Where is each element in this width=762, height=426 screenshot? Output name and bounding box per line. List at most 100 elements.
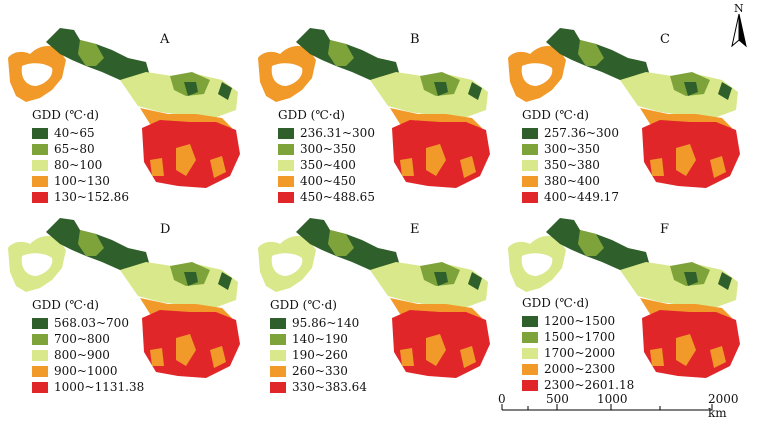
legend-swatch <box>522 191 538 203</box>
legend-swatch <box>278 191 294 203</box>
map-panel-e: E GDD (℃·d) 95.86~140 140~190 190~260 260~330… <box>250 200 500 400</box>
legend-item: 330~383.64 <box>270 379 367 395</box>
legend-item: 257.36~300 <box>522 125 619 141</box>
legend-class-label: 568.03~700 <box>54 316 129 330</box>
legend-item: 450~488.65 <box>278 189 375 205</box>
legend-item: 130~152.86 <box>32 189 129 205</box>
legend-swatch <box>270 349 286 361</box>
scale-tick-0: 0 <box>498 392 506 406</box>
legend-item: 400~449.17 <box>522 189 619 205</box>
legend-item: 1200~1500 <box>522 313 634 329</box>
legend-swatch <box>522 379 538 391</box>
region-map <box>8 218 240 378</box>
legend-item: 900~1000 <box>32 363 144 379</box>
legend-item: 190~260 <box>270 347 367 363</box>
legend-class-label: 1500~1700 <box>544 330 616 344</box>
legend-class-label: 95.86~140 <box>292 316 360 330</box>
legend-class-label: 350~380 <box>544 158 600 172</box>
legend-class-label: 330~383.64 <box>292 380 367 394</box>
legend-class-label: 80~100 <box>54 158 103 172</box>
legend-item: 236.31~300 <box>278 125 375 141</box>
legend-item: 95.86~140 <box>270 315 367 331</box>
legend-class-label: 350~400 <box>300 158 356 172</box>
legend-item: 700~800 <box>32 331 144 347</box>
legend-title: GDD (℃·d) <box>270 298 337 312</box>
legend-swatch <box>522 127 538 139</box>
legend-swatch <box>32 381 48 393</box>
legend: GDD (℃·d) 568.03~700 700~800 800~900 900~100… <box>32 298 144 395</box>
north-arrow-icon <box>731 13 747 48</box>
scale-tick-2000: 2000 km <box>708 392 739 420</box>
legend-class-label: 400~450 <box>300 174 356 188</box>
legend-swatch <box>32 127 48 139</box>
legend-title: GDD (℃·d) <box>522 296 589 310</box>
legend-swatch <box>32 159 48 171</box>
panel-label: A <box>160 32 170 47</box>
north-label: N <box>734 2 744 15</box>
legend-swatch <box>32 317 48 329</box>
legend-item: 40~65 <box>32 125 129 141</box>
legend-class-label: 1000~1131.38 <box>54 380 145 394</box>
legend-title: GDD (℃·d) <box>32 108 99 122</box>
legend-item: 350~400 <box>278 157 375 173</box>
legend-swatch <box>522 175 538 187</box>
legend-swatch <box>522 331 538 343</box>
legend-swatch <box>32 143 48 155</box>
map-panel-b: B GDD (℃·d) 236.31~300 300~350 350~400 400~45… <box>250 10 500 210</box>
legend-swatch <box>270 333 286 345</box>
scale-tick-1000: 1000 <box>597 392 628 406</box>
legend-item: 80~100 <box>32 157 129 173</box>
region-map <box>508 218 740 378</box>
legend-swatch <box>522 159 538 171</box>
legend-swatch <box>32 365 48 377</box>
region-map <box>508 28 740 188</box>
legend-class-label: 1200~1500 <box>544 314 616 328</box>
legend-class-label: 800~900 <box>54 348 110 362</box>
map-panel-f: F GDD (℃·d) 1200~1500 1500~1700 1700~2000 200… <box>500 200 750 400</box>
legend-item: 300~350 <box>522 141 619 157</box>
panel-label: B <box>410 32 420 47</box>
legend-swatch <box>32 333 48 345</box>
legend-item: 800~900 <box>32 347 144 363</box>
scale-bar: 0 500 1000 2000 km <box>490 392 750 426</box>
panel-label: D <box>160 222 171 237</box>
legend-item: 1700~2000 <box>522 345 634 361</box>
legend-class-label: 2300~2601.18 <box>544 378 635 392</box>
legend-class-label: 700~800 <box>54 332 110 346</box>
legend-class-label: 236.31~300 <box>300 126 375 140</box>
legend: GDD (℃·d) 257.36~300 300~350 350~380 380~400… <box>522 108 619 205</box>
legend-item: 350~380 <box>522 157 619 173</box>
legend-item: 140~190 <box>270 331 367 347</box>
legend-title: GDD (℃·d) <box>278 108 345 122</box>
legend-item: 260~330 <box>270 363 367 379</box>
legend-class-label: 300~350 <box>544 142 600 156</box>
legend-class-label: 40~65 <box>54 126 95 140</box>
legend-item: 400~450 <box>278 173 375 189</box>
panel-label: C <box>660 32 670 47</box>
legend-class-label: 450~488.65 <box>300 190 375 204</box>
legend-class-label: 65~80 <box>54 142 95 156</box>
map-panel-d: D GDD (℃·d) 568.03~700 700~800 800~900 900~10… <box>0 200 250 400</box>
legend-class-label: 100~130 <box>54 174 110 188</box>
legend-class-label: 380~400 <box>544 174 600 188</box>
legend-swatch <box>278 159 294 171</box>
legend-swatch <box>270 381 286 393</box>
panel-label: F <box>660 222 670 237</box>
legend-class-label: 2000~2300 <box>544 362 616 376</box>
map-panel-a: A GDD (℃·d) 40~65 65~80 80~100 100~130 130~152… <box>0 10 250 210</box>
legend-swatch <box>32 349 48 361</box>
legend-swatch <box>32 191 48 203</box>
map-panel-c: C GDD (℃·d) 257.36~300 300~350 350~380 380~40… <box>500 10 750 210</box>
legend-item: 100~130 <box>32 173 129 189</box>
legend-class-label: 130~152.86 <box>54 190 129 204</box>
legend-class-label: 1700~2000 <box>544 346 616 360</box>
legend-swatch <box>278 127 294 139</box>
legend-class-label: 190~260 <box>292 348 348 362</box>
legend-swatch <box>270 317 286 329</box>
legend: GDD (℃·d) 40~65 65~80 80~100 100~130 130~152.… <box>32 108 129 205</box>
region-map <box>258 28 490 188</box>
legend-item: 65~80 <box>32 141 129 157</box>
legend-class-label: 400~449.17 <box>544 190 619 204</box>
legend-swatch <box>522 363 538 375</box>
legend-swatch <box>278 175 294 187</box>
